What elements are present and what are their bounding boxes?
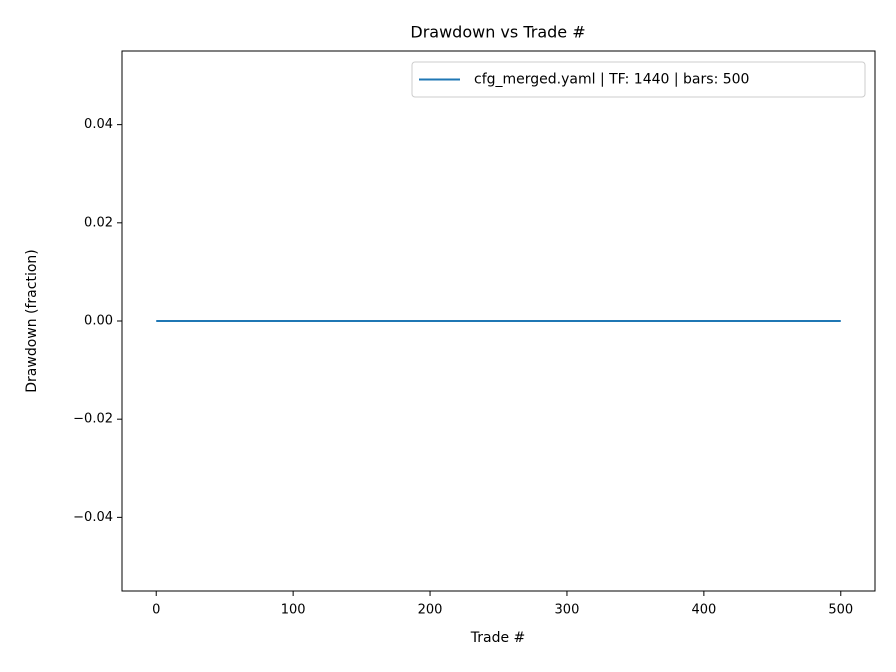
chart-title: Drawdown vs Trade # — [410, 23, 585, 42]
x-tick-label: 200 — [418, 603, 443, 618]
y-tick-label: 0.00 — [84, 314, 113, 329]
y-tick-label: −0.04 — [73, 510, 113, 525]
x-tick-label: 100 — [281, 603, 306, 618]
x-tick-label: 300 — [555, 603, 580, 618]
plot-frame — [121, 50, 876, 592]
legend-box — [411, 61, 866, 98]
x-axis-label: Trade # — [470, 630, 526, 646]
x-tick-label: 500 — [828, 603, 853, 618]
y-tick-label: 0.04 — [84, 117, 113, 132]
y-tick-label: 0.02 — [84, 215, 113, 230]
y-axis-label: Drawdown (fraction) — [24, 249, 40, 393]
x-tick-label: 400 — [691, 603, 716, 618]
y-tick-label: −0.02 — [73, 412, 113, 427]
legend-label: cfg_merged.yaml | TF: 1440 | bars: 500 — [474, 72, 749, 88]
x-tick-label: 0 — [152, 603, 160, 618]
